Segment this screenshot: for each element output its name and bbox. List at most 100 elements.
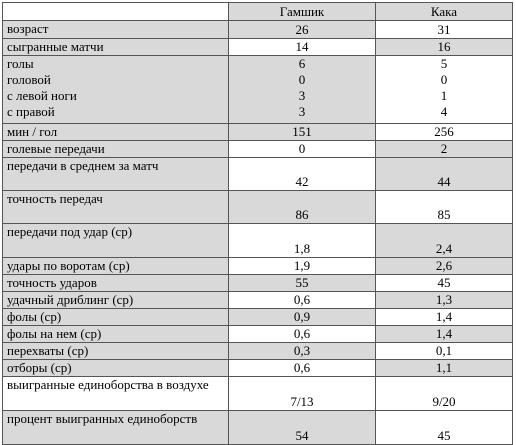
cell-line: 1 — [440, 88, 448, 103]
cell-text: 0,3 — [293, 343, 311, 359]
cell-line: 3 — [298, 104, 306, 119]
value-cell: 7/13 — [228, 376, 376, 411]
value-cell: 1,8 — [228, 223, 376, 258]
cell-line: головой — [7, 72, 51, 87]
cell-line: 3 — [298, 88, 306, 103]
cell-text: 54 — [295, 428, 309, 443]
cell-text: 256 — [434, 124, 454, 140]
cell-text: 1,1 — [435, 360, 453, 376]
cell-line: 5 — [440, 56, 448, 72]
value-cell: 1,4 — [375, 308, 513, 326]
cell-text: отборы (ср) — [7, 360, 72, 376]
cell-text: процент выигранных единоборств — [7, 411, 198, 427]
value-cell: 9/20 — [375, 376, 513, 411]
cell-text: 0,1 — [435, 343, 453, 359]
value-cell: 0 — [228, 140, 376, 158]
value-cell: 2,4 — [375, 223, 513, 258]
cell-text: 44 — [437, 174, 451, 189]
table-row: перехваты (ср) 0,3 0,1 — [2, 342, 513, 360]
label-cell: перехваты (ср) — [2, 342, 229, 360]
value-cell: 0,9 — [228, 308, 376, 326]
table-row: выигранные единоборства в воздухе 7/13 9/2… — [2, 376, 513, 411]
cell-text: 151 — [292, 124, 312, 140]
cell-text: 26 — [295, 22, 309, 37]
table-row: удачный дриблинг (ср) 0,6 1,3 — [2, 291, 513, 309]
cell-text: 0,6 — [293, 360, 311, 376]
label-cell: голевые передачи — [2, 140, 229, 158]
label-cell: фолы (ср) — [2, 308, 229, 326]
cell-text: 1,4 — [435, 309, 453, 325]
cell-text: удары по воротам (ср) — [7, 258, 130, 274]
value-cell: 54 — [228, 410, 376, 445]
header-cell — [2, 2, 229, 21]
table-row: отборы (ср) 0,6 1,1 — [2, 359, 513, 377]
cell-text: 0 — [298, 141, 306, 157]
header-cell: Кака — [375, 2, 513, 21]
cell-text: 85 — [437, 207, 451, 222]
value-cell: 85 — [375, 190, 513, 224]
cell-text: 2 — [440, 141, 448, 157]
value-cell: 256 — [375, 123, 513, 141]
value-cell: 16 — [375, 38, 513, 56]
cell-text: 16 — [437, 39, 451, 55]
cell-text: 42 — [295, 174, 309, 189]
value-cell: 1,1 — [375, 359, 513, 377]
label-cell: удары по воротам (ср) — [2, 257, 229, 275]
cell-text: 2,6 — [435, 258, 453, 274]
table-row: возраст 26 31 — [2, 20, 513, 39]
value-cell: 1,4 — [375, 325, 513, 343]
cell-line: голы — [7, 56, 34, 72]
value-cell: 0,6 — [228, 325, 376, 343]
cell-text: фолы (ср) — [7, 309, 62, 325]
cell-text: 14 — [295, 39, 309, 55]
value-cell: 0,1 — [375, 342, 513, 360]
cell-text: передачи под удар (ср) — [7, 224, 133, 240]
cell-line: 0 — [440, 72, 448, 87]
label-cell: точность ударов — [2, 274, 229, 292]
label-cell: передачи в среднем за матч — [2, 157, 229, 191]
cell-text: 0,6 — [293, 292, 311, 308]
cell-text: 0,6 — [293, 326, 311, 342]
cell-text: 0,9 — [293, 309, 311, 325]
value-cell: 31 — [375, 20, 513, 39]
value-cell: 0,3 — [228, 342, 376, 360]
label-cell: точность передач — [2, 190, 229, 224]
table-row: фолы (ср) 0,9 1,4 — [2, 308, 513, 326]
cell-text: передачи в среднем за матч — [7, 158, 159, 174]
value-cell: 1,9 — [228, 257, 376, 275]
cell-text: 55 — [295, 275, 309, 291]
header-row: Гамшик Кака — [2, 2, 513, 21]
header-cell: Гамшик — [228, 2, 376, 21]
value-cell: 2,6 — [375, 257, 513, 275]
table-row: точность передач 86 85 — [2, 190, 513, 224]
table-row: голевые передачи 0 2 — [2, 140, 513, 158]
label-cell: удачный дриблинг (ср) — [2, 291, 229, 309]
cell-text: фолы на нем (ср) — [7, 326, 102, 342]
cell-text: точность ударов — [7, 275, 97, 291]
cell-text: 9/20 — [432, 394, 456, 409]
table-row: фолы на нем (ср) 0,6 1,4 — [2, 325, 513, 343]
cell-text: 1,8 — [293, 241, 311, 256]
value-cell: 45 — [375, 410, 513, 445]
table-row: точность ударов 55 45 — [2, 274, 513, 292]
cell-line: 6 — [298, 56, 306, 72]
cell-text: удачный дриблинг (ср) — [7, 292, 134, 308]
label-cell: фолы на нем (ср) — [2, 325, 229, 343]
cell-text: 1,9 — [293, 258, 311, 274]
table-row: голы головой с левой ноги с правой 6 0 3 3 5 0 1 4 — [2, 55, 513, 124]
value-cell: 151 — [228, 123, 376, 141]
cell-text: мин / гол — [7, 124, 58, 140]
cell-text: голевые передачи — [7, 141, 105, 157]
value-cell: 45 — [375, 274, 513, 292]
cell-text: 31 — [437, 22, 451, 37]
table-row: передачи под удар (ср) 1,8 2,4 — [2, 223, 513, 258]
cell-text: 1,3 — [435, 292, 453, 308]
label-cell: мин / гол — [2, 123, 229, 141]
label-cell: голы головой с левой ноги с правой — [2, 55, 229, 124]
cell-text: 7/13 — [290, 394, 314, 409]
label-cell: выигранные единоборства в воздухе — [2, 376, 229, 411]
cell-text: 86 — [295, 207, 309, 222]
cell-text: точность передач — [7, 191, 103, 207]
